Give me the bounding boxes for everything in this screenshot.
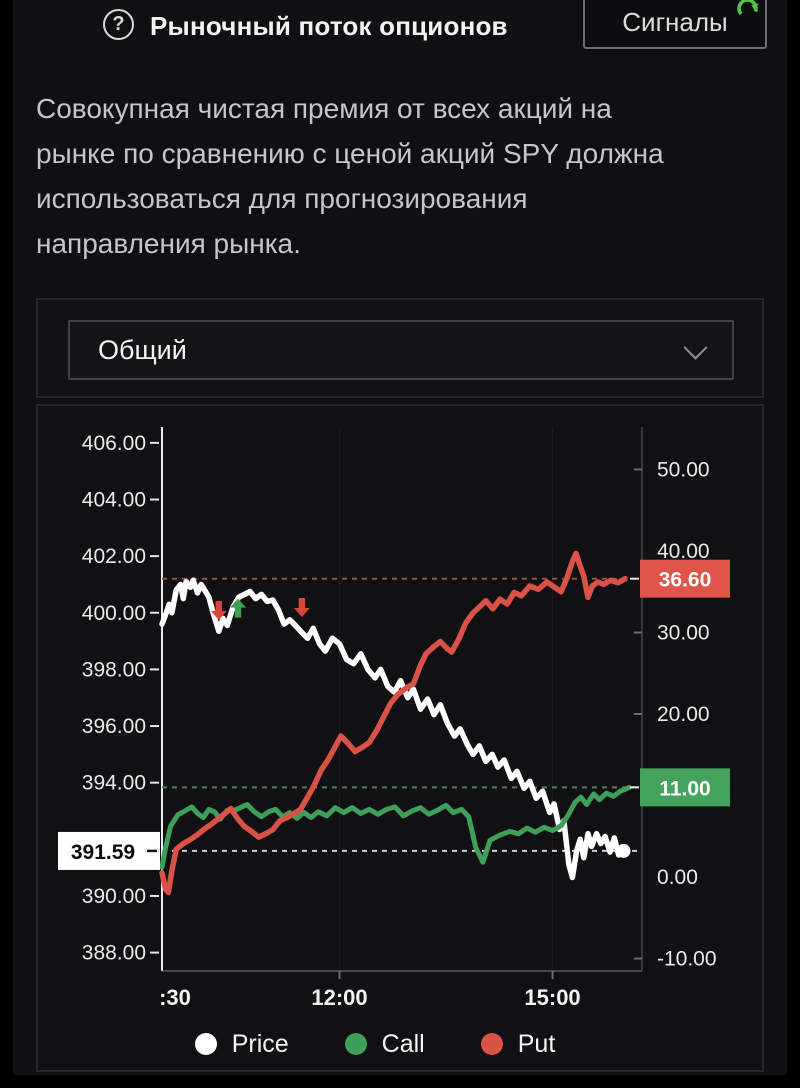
description-line: направления рынка. — [36, 228, 301, 259]
signals-button[interactable]: Сигналы — [583, 0, 767, 49]
help-icon[interactable]: ? — [103, 9, 134, 40]
legend-label: Price — [231, 1029, 289, 1058]
chart-panel: 406.00 404.00 402.00 400.00 398.00 396.00 394.… — [36, 404, 764, 1072]
put-dot-icon — [480, 1033, 503, 1055]
x-tick-label: :30 — [159, 985, 191, 1010]
series-put — [159, 550, 628, 896]
left-tick-label: 406.00 — [82, 432, 146, 455]
screen-bezel — [787, 0, 800, 1088]
page-title: Рыночный поток опционов — [150, 11, 508, 41]
signal-arrow-up — [229, 598, 246, 618]
svg-text:11.00: 11.00 — [659, 777, 710, 800]
left-tick-label: 404.00 — [82, 488, 146, 511]
series-call — [159, 784, 632, 870]
left-tick-label: 400.00 — [82, 602, 146, 625]
screen-bezel — [0, 0, 13, 1088]
description: Совокупная чистая премия от всех акций н… — [36, 86, 751, 266]
right-tick-label: 40.00 — [657, 540, 710, 563]
right-tick-label: -10.00 — [657, 948, 717, 971]
chart-legend: Price Call Put — [38, 1018, 762, 1070]
chevron-down-icon — [683, 335, 708, 360]
svg-text:391.59: 391.59 — [71, 841, 135, 864]
description-line: Совокупная чистая премия от всех акций н… — [36, 93, 612, 124]
right-tick-label: 30.00 — [657, 621, 710, 644]
legend-label: Call — [381, 1029, 425, 1058]
call-current-value-box — [640, 768, 730, 807]
price-endpoint-dot — [616, 843, 631, 858]
signals-button-label: Сигналы — [622, 7, 728, 37]
svg-text:36.60: 36.60 — [659, 569, 712, 592]
filter-selected-value: Общий — [98, 334, 187, 365]
filter-dropdown[interactable]: Общий — [68, 320, 734, 380]
left-tick-label: 388.00 — [82, 942, 146, 965]
left-tick-label: 398.00 — [82, 658, 146, 681]
left-tick-label: 396.00 — [82, 715, 146, 738]
left-tick-label: 394.00 — [82, 772, 146, 795]
right-tick-label: 50.00 — [657, 458, 710, 481]
legend-item-put[interactable]: Put — [480, 1029, 556, 1059]
series-price — [159, 577, 627, 881]
put-current-value-box — [640, 559, 730, 598]
call-dot-icon — [344, 1033, 367, 1055]
help-glyph: ? — [112, 13, 125, 35]
legend-item-price[interactable]: Price — [194, 1029, 289, 1059]
right-tick-label: 0.00 — [657, 866, 698, 889]
options-flow-chart: 406.00 404.00 402.00 400.00 398.00 396.00 394.… — [58, 427, 730, 1010]
price-current-value-box — [58, 831, 160, 870]
left-tick-label: 390.00 — [82, 885, 146, 908]
x-tick-label: 15:00 — [524, 985, 580, 1010]
left-tick-label: 402.00 — [82, 545, 146, 568]
price-dot-icon — [194, 1033, 217, 1055]
x-tick-label: 12:00 — [311, 985, 367, 1010]
filter-panel: Общий — [36, 298, 764, 398]
description-line: рынке по сравнению с ценой акций SPY дол… — [36, 138, 664, 169]
description-line: использоваться для прогнозирования — [36, 183, 528, 214]
screen-bezel — [0, 1075, 800, 1088]
signal-arrow-down — [210, 600, 227, 620]
legend-item-call[interactable]: Call — [344, 1029, 425, 1059]
right-tick-label: 20.00 — [657, 703, 710, 726]
legend-label: Put — [517, 1029, 556, 1058]
refresh-icon — [737, 0, 759, 15]
signal-arrow-down — [293, 598, 310, 618]
